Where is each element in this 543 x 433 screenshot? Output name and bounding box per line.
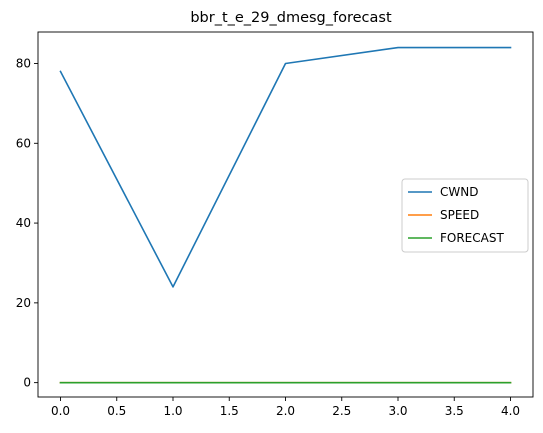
y-tick-label: 80 xyxy=(16,57,31,71)
x-tick-label: 2.5 xyxy=(332,404,351,418)
x-tick-label: 4.0 xyxy=(501,404,520,418)
legend-box xyxy=(401,178,529,253)
y-tick-label: 0 xyxy=(23,376,31,390)
plot-area: 0.0 0.5 1.0 1.5 2.0 2.5 3.0 3.5 4.0 0 20 40 60 80 xyxy=(16,31,534,418)
y-tick-label: 60 xyxy=(16,136,31,150)
x-tick-label: 0.5 xyxy=(107,404,126,418)
legend-label-cwnd: CWND xyxy=(440,185,478,199)
x-tick-label: 0.0 xyxy=(51,404,70,418)
x-tick-label: 2.0 xyxy=(276,404,295,418)
y-tick-label: 20 xyxy=(16,296,31,310)
x-tick-label: 1.0 xyxy=(163,404,182,418)
legend-label-forecast: FORECAST xyxy=(440,231,504,245)
x-tick-label: 3.5 xyxy=(445,404,464,418)
x-tick-label: 3.0 xyxy=(388,404,407,418)
x-tick-label: 1.5 xyxy=(220,404,239,418)
chart-title: bbr_t_e_29_dmesg_forecast xyxy=(190,10,392,26)
series-line-cwnd xyxy=(59,46,512,288)
legend-label-speed: SPEED xyxy=(440,208,479,222)
legend: CWND SPEED FORECAST xyxy=(401,178,529,253)
y-tick-label: 40 xyxy=(16,216,31,230)
